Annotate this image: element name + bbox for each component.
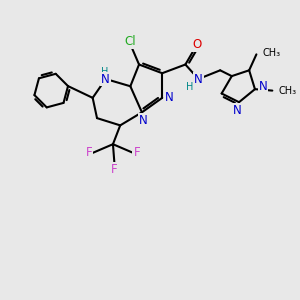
- Text: F: F: [134, 146, 140, 159]
- Text: N: N: [259, 80, 267, 93]
- Text: N: N: [194, 73, 203, 85]
- Text: H: H: [100, 67, 108, 77]
- Text: N: N: [101, 73, 110, 85]
- Text: CH₃: CH₃: [263, 48, 281, 58]
- Text: Cl: Cl: [124, 35, 136, 48]
- Text: O: O: [192, 38, 202, 51]
- Text: F: F: [86, 146, 92, 159]
- Text: F: F: [111, 163, 118, 176]
- Text: H: H: [186, 82, 194, 92]
- Text: N: N: [233, 104, 242, 117]
- Text: CH₃: CH₃: [279, 85, 297, 96]
- Text: N: N: [139, 114, 148, 127]
- Text: N: N: [165, 91, 174, 104]
